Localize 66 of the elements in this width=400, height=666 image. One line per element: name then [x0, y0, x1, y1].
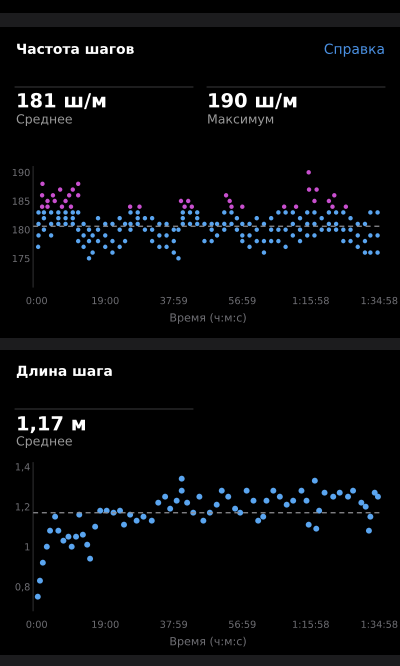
- point: [312, 198, 317, 204]
- point: [52, 198, 57, 204]
- x-tick-label: 1:34:58: [362, 296, 398, 304]
- point: [76, 182, 80, 186]
- point: [178, 198, 184, 204]
- point: [40, 193, 44, 198]
- point: [306, 170, 311, 175]
- chart-title: Длина шага: [16, 366, 112, 378]
- point: [186, 198, 190, 204]
- point: [326, 198, 332, 204]
- point: [68, 204, 74, 209]
- point: [60, 204, 64, 209]
- point: [240, 204, 245, 209]
- point: [306, 187, 312, 192]
- point: [63, 198, 68, 204]
- x-tick-label: 1:15:58: [293, 296, 329, 304]
- point: [58, 187, 62, 192]
- point: [45, 198, 50, 204]
- y-tick-label: 1,2: [16, 503, 30, 512]
- x-tick-label: 37:59: [160, 620, 188, 628]
- y-tick-label: 180: [12, 226, 30, 234]
- x-tick-label: 0:00: [26, 296, 47, 304]
- text: 1,17 м: [18, 416, 85, 434]
- y-tick-label: 1,4: [16, 463, 30, 472]
- y-tick-label: 1: [25, 543, 30, 550]
- text: 190 ш/м: [209, 92, 296, 110]
- y-tick-label: 0,8: [16, 583, 30, 592]
- point: [70, 187, 75, 192]
- text: Среднее: [16, 436, 72, 448]
- x-tick-label: 37:59: [160, 296, 188, 304]
- x-tick-label: 1:15:58: [293, 620, 329, 628]
- point: [137, 204, 142, 209]
- point: [330, 204, 335, 209]
- point: [294, 204, 298, 209]
- point: [229, 204, 234, 209]
- y-tick-label: 175: [12, 254, 30, 262]
- point: [332, 193, 336, 198]
- point: [224, 193, 228, 198]
- x-tick-label: 1:34:58: [362, 620, 398, 628]
- text: Среднее: [16, 114, 72, 126]
- x-axis-title: Время (ч:м:с): [170, 313, 246, 324]
- x-tick-label: 19:00: [92, 296, 119, 304]
- text: Справка: [324, 44, 384, 57]
- point: [182, 204, 187, 209]
- point: [190, 204, 194, 209]
- x-tick-label: 0:00: [26, 620, 47, 628]
- point: [314, 187, 319, 192]
- point: [282, 204, 286, 209]
- point: [40, 204, 44, 209]
- point: [45, 204, 50, 209]
- text: 181 ш/м: [18, 92, 106, 110]
- x-tick-label: 19:00: [92, 620, 119, 628]
- point: [40, 182, 45, 186]
- text: Максимум: [208, 114, 274, 126]
- x-axis-title: Время (ч:м:с): [170, 636, 246, 648]
- point: [76, 193, 80, 198]
- y-tick-label: 190: [12, 168, 30, 176]
- y-tick-label: 185: [12, 197, 30, 205]
- point: [128, 204, 132, 209]
- x-tick-label: 56:59: [228, 620, 256, 628]
- point: [50, 193, 56, 198]
- point: [66, 193, 72, 198]
- point: [344, 204, 348, 209]
- point: [227, 198, 232, 204]
- chart-title: Частота шагов: [17, 44, 134, 54]
- x-tick-label: 56:59: [228, 296, 256, 304]
